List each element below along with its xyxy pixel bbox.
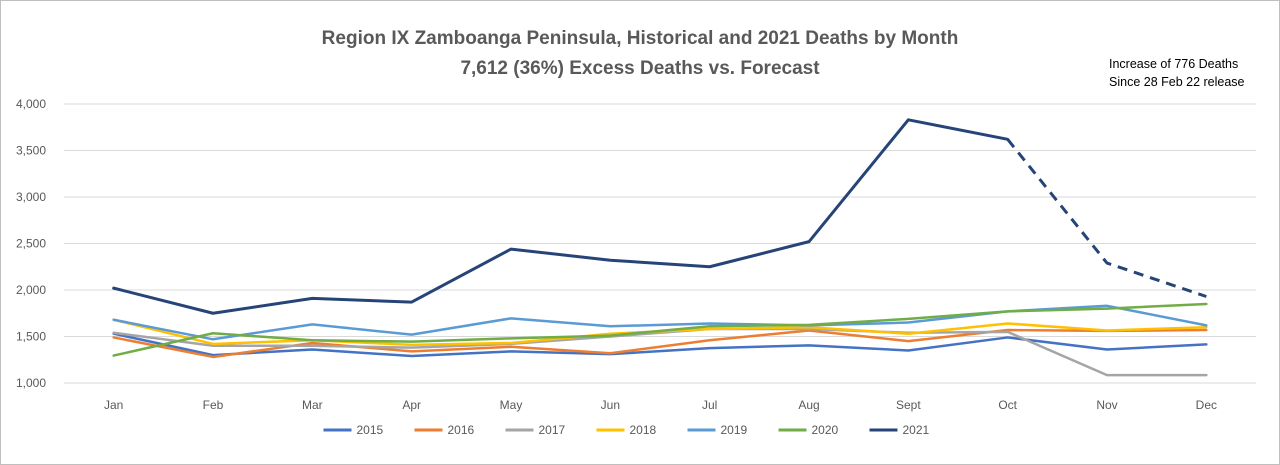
- chart-title: Region IX Zamboanga Peninsula, Historica…: [321, 28, 959, 49]
- y-tick-label: 3,500: [16, 144, 46, 158]
- x-tick-label: Jan: [104, 398, 123, 412]
- x-tick-label: Dec: [1196, 398, 1217, 412]
- legend-label-2020: 2020: [812, 423, 839, 437]
- y-tick-label: 4,000: [16, 97, 46, 111]
- annotation-line-2: Since 28 Feb 22 release: [1109, 75, 1245, 89]
- x-tick-label: Jun: [601, 398, 620, 412]
- x-tick-label: Nov: [1096, 398, 1117, 412]
- y-tick-label: 1,500: [16, 330, 46, 344]
- series-line-2021: [112, 118, 1010, 315]
- x-tick-label: Oct: [998, 398, 1017, 412]
- legend-label-2017: 2017: [539, 423, 566, 437]
- legend-label-2016: 2016: [448, 423, 475, 437]
- series-line-2016: [112, 328, 1208, 359]
- x-tick-label: Apr: [402, 398, 421, 412]
- x-tick-label: Aug: [798, 398, 819, 412]
- legend-label-2018: 2018: [630, 423, 657, 437]
- chart-subtitle: 7,612 (36%) Excess Deaths vs. Forecast: [460, 58, 820, 79]
- series-line-2017: [112, 327, 1208, 377]
- x-tick-label: May: [500, 398, 523, 412]
- legend-label-2019: 2019: [721, 423, 748, 437]
- series-line-2021-forecast: [1006, 138, 1207, 298]
- x-tick-label: Jul: [702, 398, 717, 412]
- legend-label-2015: 2015: [357, 423, 384, 437]
- x-tick-label: Sept: [896, 398, 921, 412]
- x-tick-label: Mar: [302, 398, 323, 412]
- chart-annotation: Increase of 776 Deaths Since 28 Feb 22 r…: [1109, 55, 1245, 91]
- y-tick-label: 1,000: [16, 376, 46, 390]
- y-tick-label: 2,500: [16, 237, 46, 251]
- x-tick-label: Feb: [203, 398, 224, 412]
- series-line-2020: [112, 302, 1208, 357]
- annotation-line-1: Increase of 776 Deaths: [1109, 57, 1239, 71]
- y-tick-label: 2,000: [16, 283, 46, 297]
- y-tick-label: 3,000: [16, 190, 46, 204]
- legend-label-2021: 2021: [903, 423, 930, 437]
